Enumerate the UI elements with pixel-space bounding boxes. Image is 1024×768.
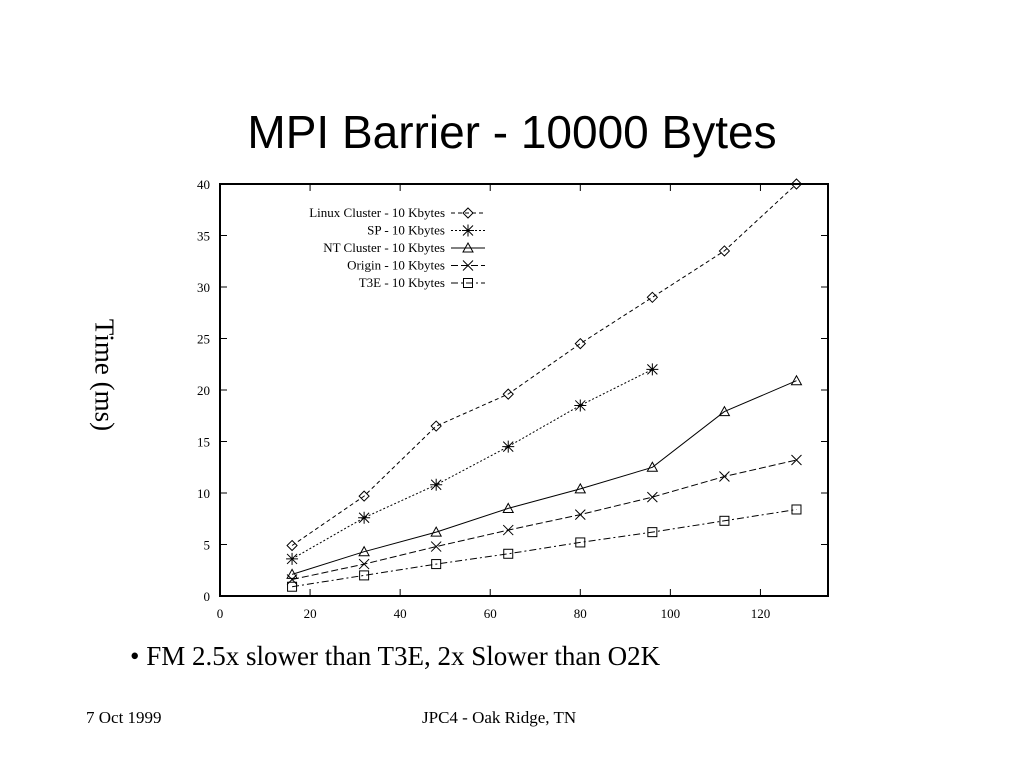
- data-point: [646, 461, 659, 472]
- x-tick-label: 20: [304, 606, 317, 621]
- data-point: [574, 509, 586, 520]
- legend-marker: [463, 278, 473, 288]
- slide-title: MPI Barrier - 10000 Bytes: [247, 106, 777, 158]
- footer-venue: JPC4 - Oak Ridge, TN: [422, 708, 577, 727]
- x-tick-label: 100: [661, 606, 681, 621]
- y-tick-label: 30: [197, 280, 210, 295]
- y-tick-label: 5: [204, 538, 211, 553]
- data-point: [358, 545, 370, 557]
- series-3: [286, 454, 802, 585]
- data-point: [646, 291, 659, 304]
- data-point: [791, 504, 802, 515]
- x-tick-label: 80: [574, 606, 587, 621]
- series-line: [292, 509, 797, 588]
- y-tick-label: 0: [204, 589, 211, 604]
- data-point: [646, 363, 659, 376]
- y-tick-label: 25: [197, 332, 210, 347]
- x-tick-label: 0: [217, 606, 224, 621]
- series-layer: [286, 178, 803, 592]
- data-point: [790, 178, 803, 190]
- bullet-point: • FM 2.5x slower than T3E, 2x Slower tha…: [130, 641, 661, 671]
- data-point: [286, 539, 298, 552]
- legend-label: NT Cluster - 10 Kbytes: [323, 240, 445, 255]
- legend-label: Linux Cluster - 10 Kbytes: [309, 205, 445, 220]
- series-2: [286, 374, 803, 579]
- footer-date: 7 Oct 1999: [86, 708, 162, 727]
- data-point: [503, 548, 514, 559]
- series-0: [286, 178, 803, 552]
- y-tick-label: 10: [197, 486, 210, 501]
- data-point: [286, 552, 299, 565]
- x-tick-label: 120: [751, 606, 771, 621]
- data-point: [430, 478, 443, 491]
- data-point: [359, 570, 370, 581]
- data-point: [286, 574, 298, 585]
- legend-label: T3E - 10 Kbytes: [359, 275, 445, 290]
- legend-marker: [462, 260, 474, 271]
- series-line: [291, 183, 797, 546]
- data-point: [358, 511, 371, 524]
- y-tick-label: 20: [197, 383, 210, 398]
- series-4: [287, 504, 802, 592]
- y-tick-label: 35: [197, 229, 210, 244]
- legend-marker: [462, 241, 474, 253]
- data-point: [358, 490, 370, 502]
- data-point: [574, 399, 587, 412]
- series-line: [291, 459, 797, 580]
- axis-ticks: 0 5 10 15 20 25 30 35 40 0 20 40 60 80 100 120: [197, 177, 828, 621]
- data-point: [719, 471, 730, 482]
- data-point: [286, 568, 298, 579]
- data-point: [430, 541, 442, 552]
- data-point: [430, 420, 442, 432]
- data-point: [502, 524, 514, 536]
- data-point: [718, 405, 731, 417]
- legend: Linux Cluster - 10 Kbytes SP - 10 Kbytes N…: [309, 205, 485, 290]
- plot-frame: [219, 183, 829, 597]
- data-point: [574, 337, 587, 350]
- data-point: [358, 558, 370, 570]
- legend-marker: [462, 207, 474, 219]
- series-line: [291, 380, 797, 575]
- data-point: [791, 454, 802, 466]
- data-point: [574, 482, 587, 494]
- data-point: [287, 581, 298, 592]
- data-point: [502, 502, 515, 513]
- y-tick-label: 15: [197, 435, 210, 450]
- plot-border: [219, 183, 829, 597]
- series-line: [291, 368, 653, 560]
- series-1: [286, 363, 659, 565]
- x-tick-label: 60: [484, 606, 497, 621]
- data-point: [718, 245, 731, 257]
- legend-label: Origin - 10 Kbytes: [347, 258, 445, 273]
- y-tick-label: 40: [197, 177, 210, 192]
- data-point: [502, 388, 514, 400]
- data-point: [575, 537, 586, 548]
- data-point: [790, 374, 803, 386]
- legend-label: SP - 10 Kbytes: [367, 223, 445, 238]
- data-point: [430, 526, 443, 537]
- x-tick-label: 40: [394, 606, 407, 621]
- data-point: [647, 527, 658, 538]
- legend-marker: [462, 224, 474, 237]
- data-point: [719, 515, 730, 526]
- data-point: [502, 440, 515, 453]
- data-point: [431, 559, 442, 570]
- data-point: [647, 491, 658, 503]
